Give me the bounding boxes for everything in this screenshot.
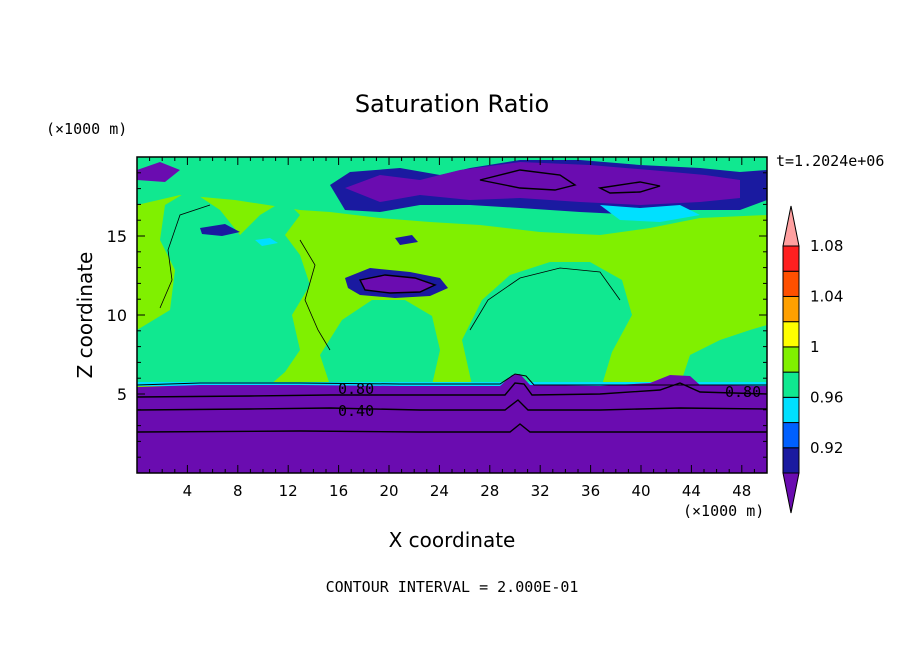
dry-lower-layer (137, 374, 767, 473)
x-tick-label: 20 (379, 482, 398, 500)
x-tick-label: 8 (233, 482, 243, 500)
y-unit-label: (×1000 m) (46, 120, 127, 138)
y-tick-label: 5 (117, 385, 127, 404)
y-tick-label: 10 (107, 306, 127, 325)
y-tick-label: 15 (107, 227, 127, 246)
y-axis-label: Z coordinate (73, 252, 97, 379)
x-tick-label: 36 (581, 482, 600, 500)
colorbar-swatch (782, 396, 800, 424)
x-tick-label: 12 (279, 482, 298, 500)
x-tick-label: 28 (480, 482, 499, 500)
x-tick-label: 32 (531, 482, 550, 500)
plot-area: 0.80 0.40 0.80 (136, 156, 768, 474)
colorbar-swatch (782, 422, 800, 449)
contour-interval-footer: CONTOUR INTERVAL = 2.000E-01 (326, 578, 579, 596)
colorbar-swatch (782, 371, 800, 398)
colorbar-swatch (782, 295, 800, 323)
colorbar-upper-extension (782, 205, 800, 247)
colorbar-label: 1.04 (810, 287, 843, 305)
colorbar-swatch (782, 270, 800, 297)
x-axis-label: X coordinate (389, 528, 516, 552)
contour-label-2: 0.40 (338, 402, 374, 420)
upper-cloud-structures (137, 160, 767, 222)
x-tick-label: 24 (430, 482, 449, 500)
x-axis: 4 8 12 16 20 24 28 32 36 40 44 48 (149, 157, 755, 500)
colorbar-label: 1 (810, 338, 820, 356)
colorbar-swatch (782, 321, 800, 348)
x-tick-label: 4 (183, 482, 193, 500)
y-axis: 5 10 15 (107, 172, 767, 458)
contour-lines (136, 169, 768, 433)
colorbar: 0.92 0.96 1 1.04 1.08 (782, 205, 843, 514)
contour-label-1: 0.80 (338, 380, 374, 398)
contour-label-3: 0.80 (725, 383, 761, 401)
x-unit-label: (×1000 m) (683, 502, 764, 520)
colorbar-swatch (782, 245, 800, 272)
colorbar-swatch (782, 346, 800, 373)
colorbar-label: 0.92 (810, 439, 843, 457)
colorbar-label: 1.08 (810, 237, 843, 255)
colorbar-swatch (782, 447, 800, 474)
chart-title: Saturation Ratio (355, 90, 549, 118)
small-patches (200, 224, 418, 246)
x-tick-label: 40 (631, 482, 650, 500)
x-tick-label: 48 (732, 482, 751, 500)
x-tick-label: 44 (682, 482, 701, 500)
time-label: t=1.2024e+06 (776, 152, 884, 170)
x-tick-label: 16 (329, 482, 348, 500)
colorbar-label: 0.96 (810, 388, 843, 406)
colorbar-lower-extension (782, 472, 800, 514)
